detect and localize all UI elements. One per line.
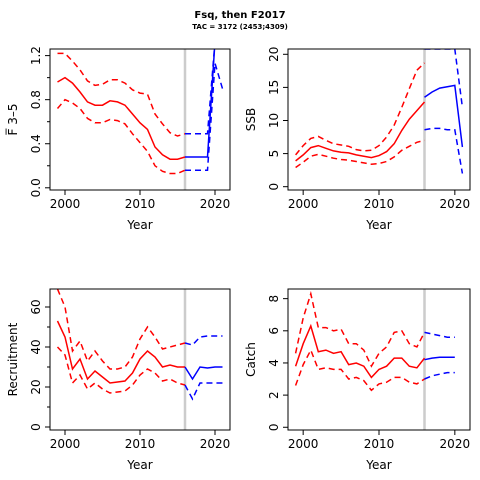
recruitment-historic-bound-line xyxy=(56,289,186,370)
y-tick-label: 60 xyxy=(29,299,43,314)
ssb-historic-bound-line xyxy=(295,62,426,156)
fbar-projection-bound-line xyxy=(185,49,216,135)
x-tick-label: 2020 xyxy=(440,437,471,451)
recruitment-projection-bound-line xyxy=(184,382,223,401)
catch-projection-bound-line xyxy=(424,371,455,380)
x-tick-label: 2000 xyxy=(50,437,81,451)
y-axis-label: Catch xyxy=(244,342,258,377)
x-tick-label: 2000 xyxy=(288,437,319,451)
y-tick-label: 0 xyxy=(29,423,43,431)
catch-historic-bound-line xyxy=(294,348,425,392)
y-tick-label: 20 xyxy=(29,379,43,394)
fbar-historic-bound-line xyxy=(57,52,186,137)
y-tick-label: 2 xyxy=(267,391,281,399)
y-tick-label: 0.4 xyxy=(29,134,43,153)
ssb-projection-bound-line xyxy=(424,49,464,108)
y-tick-label: 10 xyxy=(267,113,281,128)
y-tick-label: 0.8 xyxy=(29,90,43,109)
fbar-historic-estimate-line xyxy=(57,76,186,160)
x-tick-label: 2010 xyxy=(125,437,156,451)
recruitment-historic-bound-line xyxy=(56,346,186,394)
recruitment-projection-bound-line xyxy=(184,335,223,346)
x-tick-label: 2020 xyxy=(200,197,231,211)
fbar-projection-bound-line xyxy=(185,63,224,171)
x-tick-label: 2010 xyxy=(125,197,156,211)
x-tick-label: 2020 xyxy=(200,437,231,451)
recruitment-historic-estimate-line xyxy=(56,320,185,384)
x-tick-label: 2010 xyxy=(364,197,395,211)
x-tick-label: 2010 xyxy=(364,437,395,451)
recruitment-projection-estimate-line xyxy=(184,366,223,381)
plot-frame xyxy=(49,48,231,191)
plot-frame xyxy=(287,288,471,431)
x-axis-label: Year xyxy=(365,218,391,232)
ssb-historic-estimate-line xyxy=(295,101,426,162)
x-tick-label: 2000 xyxy=(50,197,81,211)
y-axis-label: F̅ 3–5 xyxy=(5,104,20,136)
panel-catch: 2000 2010 2020 0 2 4 6 8 Year Catch xyxy=(244,288,471,472)
catch-historic-bound-line xyxy=(294,290,426,368)
y-tick-label: 8 xyxy=(267,295,281,303)
y-tick-label: 0 xyxy=(267,423,281,431)
y-axis-label: SSB xyxy=(244,108,258,131)
y-tick-label: 4 xyxy=(267,359,281,367)
ssb-historic-bound-line xyxy=(295,139,425,169)
y-tick-label: 15 xyxy=(267,80,281,95)
figure-subtitle: TAC = 3172 (2453;4309) xyxy=(192,23,288,31)
y-tick-label: 20 xyxy=(267,47,281,62)
y-tick-label: 6 xyxy=(267,327,281,335)
y-tick-label: 40 xyxy=(29,339,43,354)
y-tick-label: 0.0 xyxy=(29,178,43,197)
ssb-projection-estimate-line xyxy=(424,84,464,148)
x-axis-label: Year xyxy=(126,218,152,232)
panel-recruitment: 2000 2010 2020 0 20 40 60 Year Recruitment xyxy=(6,288,231,472)
x-axis-label: Year xyxy=(365,458,391,472)
ssb-projection-bound-line xyxy=(424,127,464,174)
figure-title: Fsq, then F2017 xyxy=(194,10,286,21)
fbar-projection-estimate-line xyxy=(185,49,216,158)
x-tick-label: 2000 xyxy=(288,197,319,211)
panel-ssb: 2000 2010 2020 0 5 10 15 20 Year SSB xyxy=(244,47,471,232)
panel-fbar: 2000 2010 2020 0.0 0.4 0.8 1.2 Year F̅ 3–5 xyxy=(5,46,231,232)
y-axis-label: Recruitment xyxy=(6,322,20,396)
fbar-historic-bound-line xyxy=(56,98,186,175)
y-tick-label: 5 xyxy=(267,150,281,158)
x-axis-label: Year xyxy=(126,458,152,472)
plot-frame xyxy=(287,48,471,191)
catch-projection-bound-line xyxy=(424,331,455,338)
y-tick-label: 0 xyxy=(267,183,281,191)
catch-projection-estimate-line xyxy=(424,356,455,361)
y-tick-label: 1.2 xyxy=(29,46,43,65)
x-tick-label: 2020 xyxy=(440,197,471,211)
catch-historic-estimate-line xyxy=(294,323,426,379)
